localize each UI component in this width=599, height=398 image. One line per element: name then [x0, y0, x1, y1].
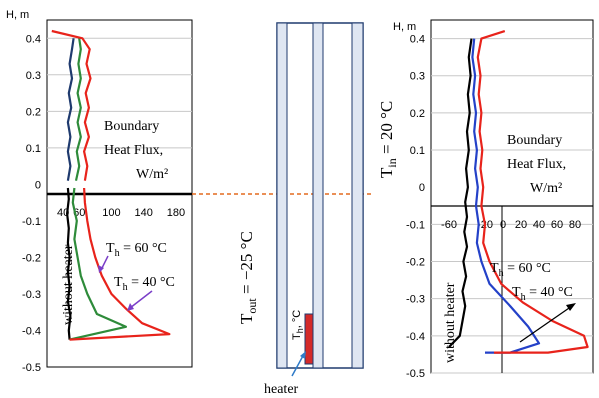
series-line-upper-without — [66, 38, 75, 181]
right-th40-label: Th = 40 °C — [512, 285, 573, 303]
right-annotation-line3: W/m² — [530, 181, 562, 196]
y-tick-label: 0.2 — [26, 106, 41, 118]
right-x-tick-labels: -60 -20 0 20 40 60 80 — [441, 219, 581, 231]
series-line-t-h-40-c — [69, 187, 128, 341]
left-y-tick-labels: 0.4 0.3 0.2 0.1 0 -0.1 -0.2 -0.3 -0.4 -0.5 — [22, 33, 41, 374]
y-tick-label: 0.1 — [410, 145, 425, 157]
wall-layer-left — [276, 22, 288, 369]
wall-layer-right — [351, 22, 364, 369]
heater-element — [304, 313, 314, 365]
right-th40-arrowhead — [566, 303, 576, 311]
y-tick-label: -0.1 — [406, 219, 425, 231]
right-annotation-line1: Boundary — [507, 133, 562, 148]
tout-label: Tout = −25 °C — [237, 231, 259, 324]
th-inside-label: Th, °C — [291, 310, 305, 340]
x-tick-label: 180 — [167, 207, 185, 219]
y-tick-label: -0.5 — [22, 362, 41, 374]
y-tick-label: -0.2 — [22, 252, 41, 264]
right-without-heater-label: without heater — [443, 282, 458, 363]
y-tick-label: -0.2 — [406, 257, 425, 269]
x-tick-label: 40 — [57, 207, 69, 219]
series-line-t-h-60-c — [69, 187, 171, 341]
right-annotation-line2: Heat Flux, — [507, 157, 566, 172]
x-tick-label: 40 — [533, 219, 545, 231]
x-tick-label: 100 — [102, 207, 120, 219]
y-tick-label: 0.4 — [26, 33, 41, 45]
left-th40-arrow — [129, 290, 153, 309]
y-tick-label: 0.3 — [26, 70, 41, 82]
y-tick-label: -0.4 — [406, 331, 425, 343]
y-tick-label: -0.1 — [22, 216, 41, 228]
x-tick-label: 140 — [134, 207, 152, 219]
y-tick-label: 0 — [419, 182, 425, 194]
left-th40-arrowhead — [127, 303, 134, 311]
x-tick-label: -60 — [441, 219, 457, 231]
y-tick-label: 0.3 — [410, 71, 425, 83]
heater-label: heater — [264, 382, 299, 397]
left-th60-label: Th = 60 °C — [106, 241, 167, 259]
x-tick-label: 20 — [515, 219, 527, 231]
wall-layer-middle — [312, 22, 324, 369]
y-tick-label: 0.1 — [26, 143, 41, 155]
y-tick-label: 0.2 — [410, 108, 425, 120]
right-chart: 0.40.30.20.10-0.1-0.2-0.3-0.4-0.5 -60 -20… — [377, 19, 594, 380]
series-line-t-h-60-c — [476, 30, 589, 354]
tin-label: Tin = 20 °C — [377, 101, 399, 178]
left-chart: 0.40.30.20.10-0.1-0.2-0.3-0.4-0.5 40 60 10… — [6, 9, 193, 374]
left-series-group — [51, 29, 171, 341]
series-line-without-heater — [65, 187, 72, 340]
wall-diagram: Tout = −25 °C Th, °C heater — [237, 22, 364, 397]
series-line-upper-60 — [51, 29, 92, 181]
left-ylabel: H, m — [6, 9, 29, 21]
y-tick-label: 0 — [35, 179, 41, 191]
series-line-upper-40 — [74, 38, 82, 181]
heater-pointer-head — [300, 351, 306, 359]
y-tick-label: -0.5 — [406, 368, 425, 380]
right-ylabel: H, m — [393, 21, 416, 33]
heater-pointer — [291, 353, 305, 377]
x-tick-label: 0 — [500, 219, 506, 231]
series-line-without-heater — [448, 38, 473, 348]
right-th40-arrow — [519, 305, 573, 343]
y-tick-label: -0.3 — [22, 289, 41, 301]
left-annotation-line2: Heat Flux, — [104, 143, 163, 158]
left-without-heater-label: without heater — [61, 244, 76, 325]
y-tick-label: -0.3 — [406, 294, 425, 306]
right-gridlines — [431, 38, 593, 374]
right-y-tick-labels: 0.4 0.3 0.2 0.1 0 -0.1 -0.2 -0.3 -0.4 -0.5 — [406, 34, 425, 380]
y-tick-label: -0.4 — [22, 325, 41, 337]
left-th60-arrowhead — [98, 265, 104, 273]
x-tick-label: 60 — [551, 219, 563, 231]
x-tick-label: 80 — [569, 219, 581, 231]
left-x-tick-labels: 40 60 100 140 180 — [57, 207, 185, 219]
right-th60-label: Th = 60 °C — [490, 261, 551, 279]
y-tick-label: 0.4 — [410, 34, 425, 46]
left-th40-label: Th = 40 °C — [114, 275, 175, 293]
left-annotation-line1: Boundary — [104, 119, 159, 134]
series-line-t-h-40-c — [471, 38, 541, 354]
right-series-group — [448, 30, 589, 354]
left-annotation-line3: W/m² — [136, 167, 168, 182]
